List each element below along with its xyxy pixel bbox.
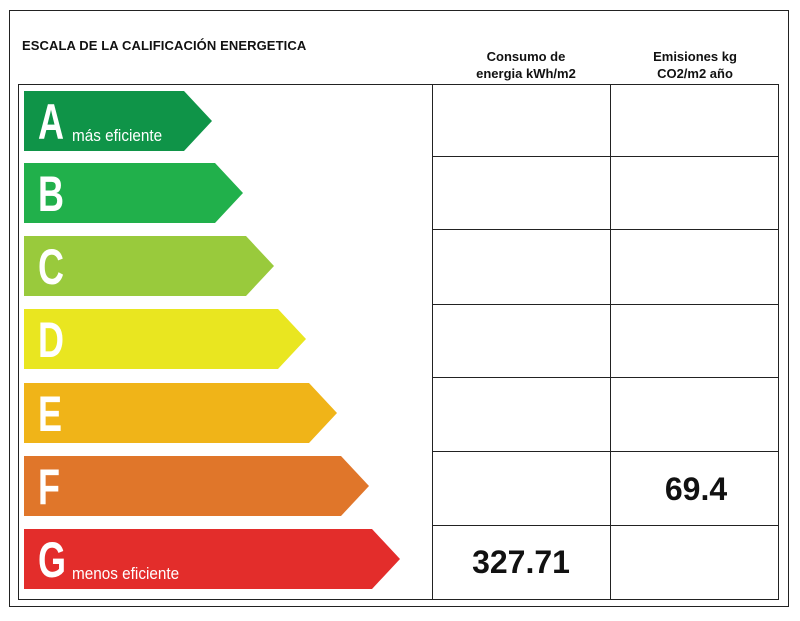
rating-letter-c: C	[38, 239, 64, 295]
grid-row-line	[432, 304, 779, 305]
rating-arrow-f: F	[24, 456, 369, 516]
rating-letter-e: E	[38, 386, 63, 442]
consumption-header-line2: energia kWh/m2	[476, 66, 576, 81]
rating-arrow-a: A más eficiente	[24, 91, 212, 151]
rating-arrow-c: C	[24, 236, 274, 296]
rating-letter-b: B	[38, 166, 64, 222]
rating-grid	[18, 84, 779, 600]
emissions-column-header: Emisiones kg CO2/m2 año	[610, 48, 780, 82]
rating-letter-f: F	[38, 459, 60, 515]
arrow-shape-c	[24, 236, 274, 296]
grid-row-line	[432, 525, 779, 526]
rating-arrow-g: G menos eficiente	[24, 529, 400, 589]
arrow-shape-a	[24, 91, 212, 151]
consumption-column-header: Consumo de energia kWh/m2	[441, 48, 611, 82]
grid-row-line	[432, 451, 779, 452]
arrow-shape-g	[24, 529, 400, 589]
rating-letter-d: D	[38, 312, 64, 368]
arrow-shape-f	[24, 456, 369, 516]
emissions-value: 69.4	[664, 471, 728, 507]
rating-arrow-e: E	[24, 383, 337, 443]
emissions-header-line2: CO2/m2 año	[657, 66, 733, 81]
arrow-shape-e	[24, 383, 337, 443]
arrow-shape-b	[24, 163, 243, 223]
grid-row-line	[432, 377, 779, 378]
consumption-value: 327.71	[472, 544, 570, 580]
rating-letter-a: A	[38, 94, 64, 150]
rating-sub-g: menos eficiente	[72, 564, 180, 583]
consumption-header-line1: Consumo de	[486, 49, 566, 64]
page-title: ESCALA DE LA CALIFICACIÓN ENERGETICA	[22, 38, 307, 53]
rating-arrow-d: D	[24, 309, 306, 369]
rating-arrow-b: B	[24, 163, 243, 223]
grid-divider-consumption	[432, 84, 433, 600]
rating-letter-g: G	[38, 532, 67, 588]
grid-divider-emissions	[610, 84, 611, 600]
rating-sub-a: más eficiente	[72, 126, 163, 145]
grid-row-line	[432, 156, 779, 157]
arrow-shape-d	[24, 309, 306, 369]
grid-row-line	[432, 229, 779, 230]
outer-frame	[9, 10, 789, 607]
emissions-header-line1: Emisiones kg	[653, 49, 737, 64]
